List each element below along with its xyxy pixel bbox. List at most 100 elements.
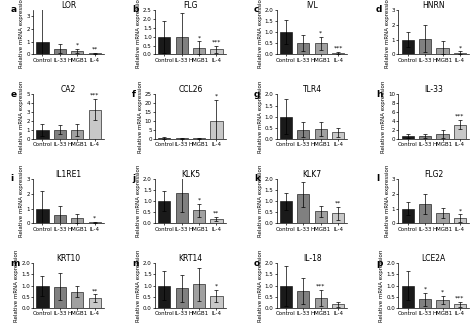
- Text: *: *: [198, 35, 201, 40]
- Title: LCE2A: LCE2A: [422, 254, 446, 263]
- Text: **: **: [91, 288, 98, 293]
- Bar: [210, 219, 222, 223]
- Text: ***: ***: [316, 284, 326, 289]
- Bar: [332, 305, 344, 308]
- Text: ***: ***: [455, 296, 465, 301]
- Text: k: k: [254, 174, 260, 183]
- Bar: [89, 53, 101, 54]
- Bar: [89, 110, 101, 139]
- Y-axis label: Relative mRNA expression: Relative mRNA expression: [381, 80, 386, 153]
- Bar: [419, 136, 431, 139]
- Y-axis label: Relative mRNA expression: Relative mRNA expression: [258, 165, 263, 237]
- Bar: [54, 49, 66, 54]
- Bar: [158, 37, 170, 54]
- Text: j: j: [132, 174, 136, 183]
- Text: o: o: [254, 259, 260, 268]
- Text: ***: ***: [455, 114, 465, 119]
- Bar: [158, 286, 170, 308]
- Bar: [419, 204, 431, 223]
- Title: KLK7: KLK7: [302, 170, 322, 179]
- Y-axis label: Relative mRNA expression: Relative mRNA expression: [258, 0, 263, 68]
- Text: i: i: [10, 174, 14, 183]
- Bar: [437, 48, 449, 54]
- Y-axis label: Relative mRNA expression: Relative mRNA expression: [136, 0, 141, 68]
- Bar: [89, 299, 101, 308]
- Text: **: **: [213, 210, 219, 215]
- Bar: [89, 222, 101, 223]
- Bar: [175, 288, 188, 308]
- Text: *: *: [93, 215, 96, 220]
- Text: *: *: [458, 208, 462, 213]
- Bar: [437, 213, 449, 223]
- Title: IL1RE1: IL1RE1: [55, 170, 82, 179]
- Bar: [419, 39, 431, 54]
- Title: CCL26: CCL26: [178, 85, 202, 94]
- Text: *: *: [458, 45, 462, 50]
- Bar: [193, 211, 205, 223]
- Text: n: n: [132, 259, 139, 268]
- Title: KLK5: KLK5: [181, 170, 200, 179]
- Text: f: f: [132, 90, 137, 99]
- Bar: [175, 37, 188, 54]
- Y-axis label: Relative mRNA expression: Relative mRNA expression: [19, 0, 24, 68]
- Bar: [401, 286, 414, 308]
- Bar: [315, 298, 327, 308]
- Text: g: g: [254, 90, 260, 99]
- Bar: [332, 213, 344, 223]
- Text: d: d: [376, 6, 382, 15]
- Bar: [193, 138, 205, 139]
- Y-axis label: Relative mRNA expression: Relative mRNA expression: [19, 80, 24, 153]
- Bar: [401, 209, 414, 223]
- Bar: [297, 43, 310, 54]
- Bar: [280, 201, 292, 223]
- Y-axis label: Relative mRNA expression: Relative mRNA expression: [19, 165, 24, 237]
- Bar: [158, 138, 170, 139]
- Bar: [158, 201, 170, 223]
- Bar: [401, 136, 414, 139]
- Bar: [315, 211, 327, 223]
- Text: *: *: [319, 30, 322, 35]
- Bar: [36, 209, 48, 223]
- Text: ***: ***: [90, 93, 100, 98]
- Text: **: **: [335, 200, 341, 205]
- Text: b: b: [132, 6, 139, 15]
- Title: CA2: CA2: [61, 85, 76, 94]
- Bar: [437, 133, 449, 139]
- Title: FLG2: FLG2: [424, 170, 444, 179]
- Y-axis label: Relative mRNA expression: Relative mRNA expression: [258, 80, 263, 153]
- Bar: [315, 129, 327, 139]
- Text: c: c: [254, 6, 259, 15]
- Text: m: m: [10, 259, 20, 268]
- Text: *: *: [198, 198, 201, 203]
- Bar: [71, 130, 83, 139]
- Title: IL-33: IL-33: [424, 85, 443, 94]
- Text: h: h: [376, 90, 383, 99]
- Text: l: l: [376, 174, 379, 183]
- Bar: [454, 305, 466, 308]
- Title: FLG: FLG: [183, 1, 198, 10]
- Bar: [210, 121, 222, 139]
- Bar: [71, 218, 83, 223]
- Title: HNRN: HNRN: [422, 1, 445, 10]
- Text: e: e: [10, 90, 17, 99]
- Bar: [332, 53, 344, 54]
- Bar: [332, 132, 344, 139]
- Bar: [71, 292, 83, 308]
- Title: KRT14: KRT14: [178, 254, 202, 263]
- Bar: [297, 291, 310, 308]
- Bar: [401, 40, 414, 54]
- Bar: [454, 53, 466, 54]
- Text: *: *: [215, 284, 218, 289]
- Bar: [54, 287, 66, 308]
- Text: **: **: [91, 46, 98, 51]
- Title: KRT10: KRT10: [56, 254, 81, 263]
- Title: IVL: IVL: [306, 1, 318, 10]
- Bar: [454, 218, 466, 223]
- Y-axis label: Relative mRNA expression: Relative mRNA expression: [136, 165, 141, 237]
- Text: *: *: [215, 93, 218, 98]
- Bar: [175, 138, 188, 139]
- Title: IL-18: IL-18: [303, 254, 321, 263]
- Text: ***: ***: [212, 40, 221, 45]
- Y-axis label: Relative mRNA expression: Relative mRNA expression: [258, 250, 263, 322]
- Text: *: *: [424, 287, 427, 292]
